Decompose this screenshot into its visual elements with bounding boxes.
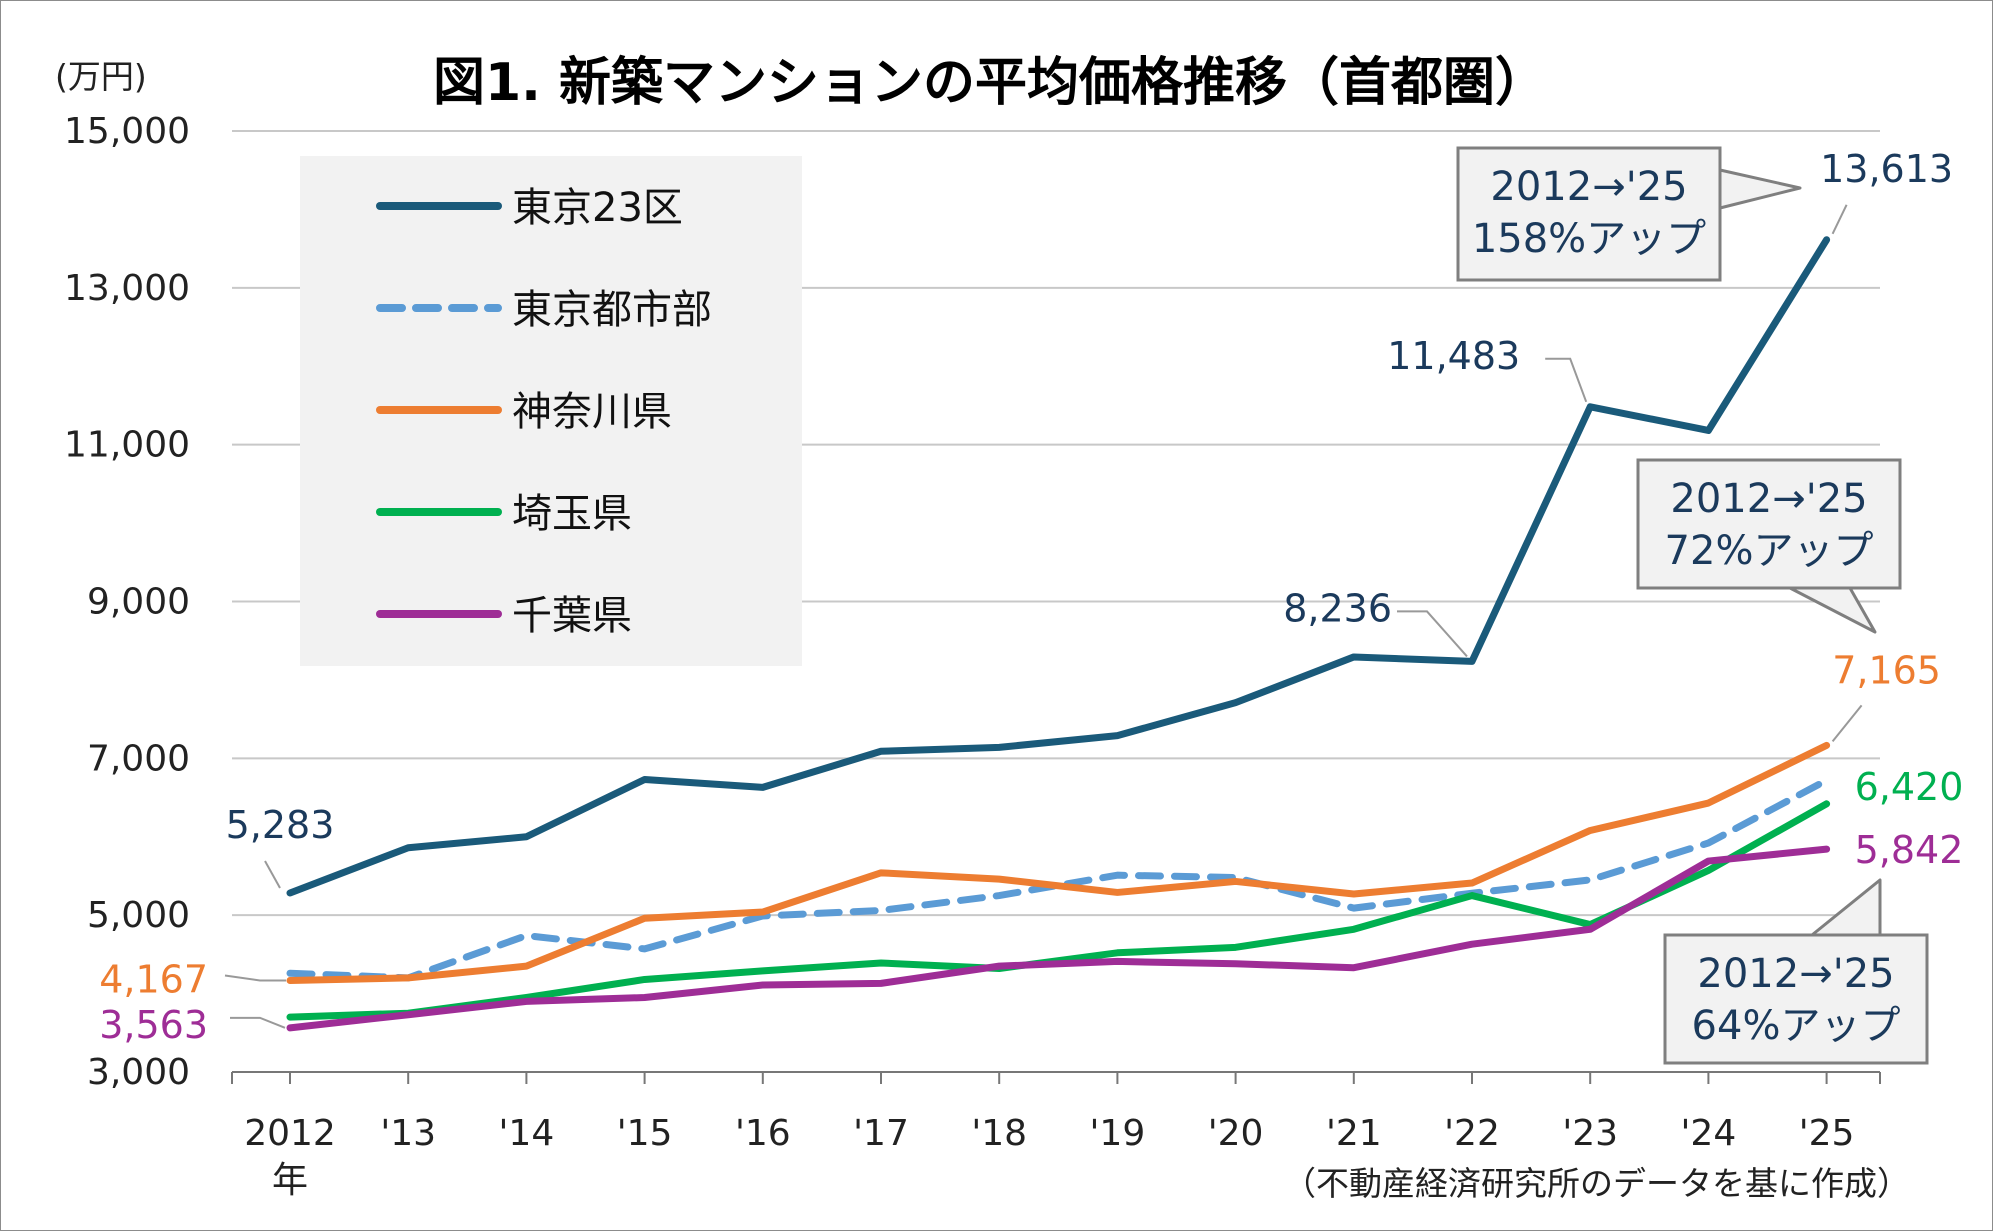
- legend-label: 埼玉県: [512, 491, 632, 537]
- x-tick-label: 2012: [244, 1113, 336, 1154]
- data-label: 5,283: [226, 803, 335, 847]
- x-tick-label-suffix: 年: [272, 1160, 308, 1201]
- callout-line1: 2012→'25: [1670, 476, 1867, 522]
- y-tick-label: 13,000: [64, 268, 190, 309]
- legend-label: 神奈川県: [512, 389, 672, 435]
- series-lines: [286, 236, 1831, 1032]
- callout-line1: 2012→'25: [1697, 951, 1894, 997]
- x-tick-label: '21: [1326, 1113, 1382, 1154]
- leader-line: [224, 974, 286, 982]
- series-line: [286, 776, 1831, 982]
- x-tick-label: '25: [1799, 1113, 1855, 1154]
- x-tick-label: '24: [1681, 1113, 1737, 1154]
- x-tick-label: '18: [971, 1113, 1027, 1154]
- series-line: [286, 741, 1831, 984]
- callout-line2: 158%アップ: [1472, 216, 1706, 262]
- x-tick-label: '22: [1444, 1113, 1500, 1154]
- x-tick-label: '20: [1208, 1113, 1264, 1154]
- y-tick-label: 9,000: [87, 582, 190, 623]
- callout-box: [1636, 458, 1902, 590]
- leader-line: [264, 860, 281, 889]
- callout-tail: [1788, 586, 1877, 634]
- callout-tail: [1718, 168, 1802, 210]
- legend-label: 千葉県: [512, 593, 632, 639]
- x-tick-label: '17: [853, 1113, 909, 1154]
- source-note: （不動産経済研究所のデータを基に作成）: [1283, 1164, 1910, 1203]
- data-label: 6,420: [1855, 765, 1964, 809]
- y-tick-label: 5,000: [87, 895, 190, 936]
- callouts: 2012→'25 158%アップ 2012→'25 72%アップ 2012→'25 64%…: [1456, 146, 1929, 1065]
- callout-box: [1663, 933, 1929, 1065]
- x-tick-label: '23: [1562, 1113, 1618, 1154]
- legend-label: 東京都市部: [512, 287, 712, 333]
- data-label: 4,167: [99, 957, 208, 1001]
- callout-line1: 2012→'25: [1490, 164, 1687, 210]
- chart-title: 図1. 新築マンションの平均価格推移（首都圏）: [433, 53, 1547, 113]
- x-tick-label: '14: [499, 1113, 555, 1154]
- data-label: 13,613: [1820, 147, 1953, 191]
- callout-tail: [1810, 878, 1882, 937]
- y-tick-label: 3,000: [87, 1052, 190, 1093]
- series-line: [286, 845, 1831, 1032]
- y-tick-label: 11,000: [64, 425, 190, 466]
- callout-box: [1456, 146, 1722, 282]
- y-tick-label: 15,000: [64, 111, 190, 152]
- callout-line2: 64%アップ: [1692, 1003, 1901, 1049]
- data-label: 3,563: [99, 1003, 208, 1047]
- leader-line: [1545, 357, 1588, 403]
- axes: 3,000 5,000 7,000 9,000 11,000 13,000 15,000 20…: [64, 111, 1881, 1201]
- leader-line: [1831, 704, 1863, 743]
- x-tick-label: '16: [735, 1113, 791, 1154]
- x-tick-label: '15: [617, 1113, 673, 1154]
- y-unit-label: (万円): [55, 57, 147, 96]
- callout-line2: 72%アップ: [1665, 528, 1874, 574]
- data-label: 5,842: [1855, 828, 1964, 872]
- leader-line: [1397, 610, 1468, 658]
- x-tick-label: '13: [380, 1113, 436, 1154]
- leader-line: [230, 1016, 286, 1029]
- y-tick-label: 7,000: [87, 738, 190, 779]
- data-label: 7,165: [1832, 648, 1941, 692]
- data-label: 11,483: [1387, 334, 1520, 378]
- leader-line: [1831, 204, 1848, 235]
- legend-label: 東京23区: [512, 185, 683, 231]
- series-line: [286, 236, 1831, 897]
- x-tick-label: '19: [1090, 1113, 1146, 1154]
- data-label: 8,236: [1283, 586, 1392, 630]
